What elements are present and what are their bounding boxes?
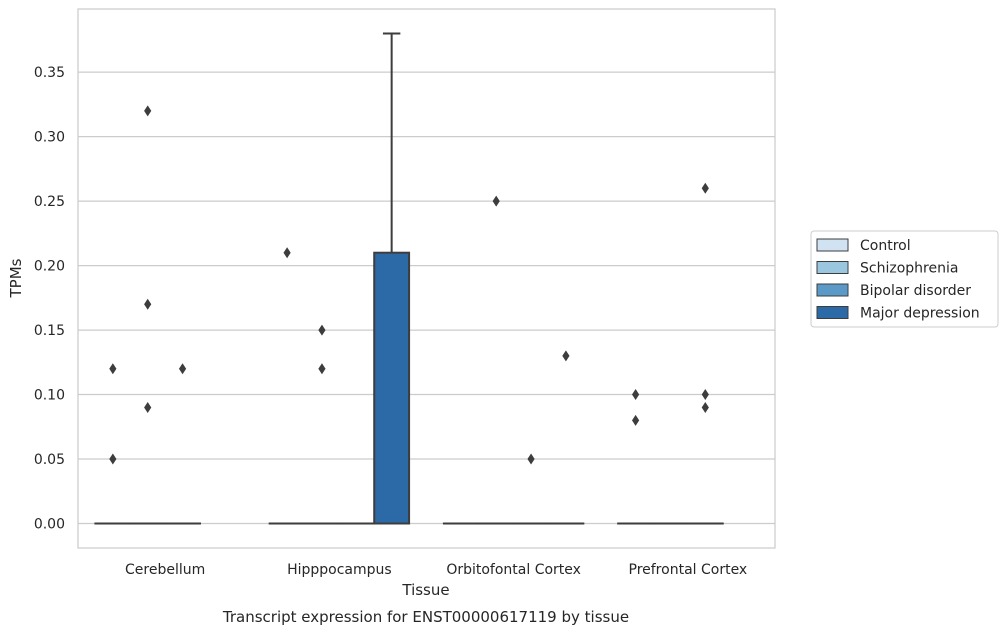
- plot-frame: [77, 8, 776, 549]
- legend-label: Control: [860, 238, 911, 254]
- legend-swatch: [816, 261, 849, 274]
- x-tick-label: Prefrontal Cortex: [629, 562, 748, 578]
- outlier-point: [632, 389, 640, 401]
- legend-frame: [810, 230, 999, 328]
- y-tick-label: 0.05: [34, 452, 65, 468]
- outlier-point: [283, 247, 291, 259]
- outlier-point: [318, 324, 326, 336]
- legend-label: Schizophrenia: [860, 261, 958, 277]
- box-series: [94, 32, 724, 525]
- legend-swatch: [816, 283, 849, 297]
- outlier-point: [492, 195, 500, 207]
- legend: Control Schizophrenia Bipolar disorder Majo…: [810, 230, 999, 328]
- legend-label: Major depression: [860, 306, 980, 322]
- legend-swatch: [816, 238, 849, 252]
- y-tick-label: 0.00: [34, 517, 65, 533]
- x-tick-label: Hipppocampus: [287, 562, 392, 578]
- x-tick-label: Cerebellum: [125, 562, 205, 578]
- outlier-point: [632, 414, 640, 426]
- outlier-point: [144, 298, 152, 310]
- outlier-point: [562, 350, 570, 362]
- outlier-point: [701, 401, 709, 413]
- y-tick-label: 0.15: [34, 323, 65, 339]
- y-axis-title: TPMs: [7, 258, 25, 298]
- grid-lines: [78, 71, 775, 525]
- outlier-point: [144, 401, 152, 413]
- y-tick-labels: 0.00 0.05 0.10 0.15 0.20 0.25 0.30 0.35: [34, 65, 65, 532]
- outlier-point: [178, 363, 187, 375]
- outlier-point: [109, 363, 117, 375]
- x-tick-label: Orbitofontal Cortex: [446, 562, 581, 578]
- outlier-point: [527, 453, 535, 465]
- y-tick-label: 0.35: [34, 65, 65, 81]
- outlier-point: [144, 105, 152, 117]
- outlier-point: [318, 363, 326, 375]
- outlier-point: [109, 453, 117, 465]
- y-tick-label: 0.20: [34, 259, 65, 275]
- outlier-point: [701, 389, 709, 401]
- legend-label: Bipolar disorder: [860, 283, 971, 299]
- chart-caption: Transcript expression for ENST0000061711…: [222, 608, 629, 626]
- x-tick-labels: Cerebellum Hipppocampus Orbitofontal Corte…: [125, 562, 747, 578]
- box-major-depression: [373, 251, 411, 525]
- legend-swatch: [816, 306, 849, 319]
- y-tick-label: 0.30: [34, 130, 65, 146]
- y-tick-label: 0.25: [34, 194, 65, 210]
- x-axis-title: Tissue: [401, 581, 449, 599]
- outlier-point: [701, 182, 709, 194]
- y-tick-label: 0.10: [34, 388, 65, 404]
